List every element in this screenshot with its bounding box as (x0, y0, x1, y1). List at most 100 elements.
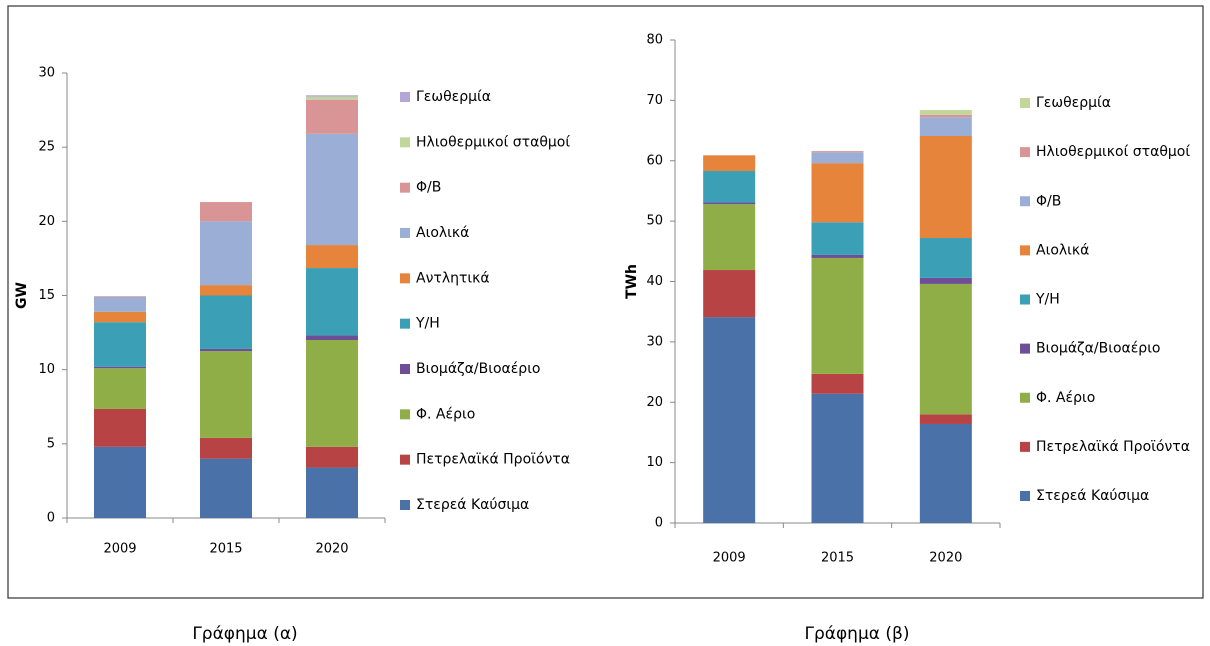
legend-swatch (1020, 294, 1030, 305)
bar-segment (94, 446, 146, 518)
bar-segment (200, 285, 252, 296)
y-tick-label: 50 (646, 214, 663, 229)
legend-swatch (400, 500, 410, 510)
chart-caption: Γράφημα (α) (192, 624, 297, 644)
legend-swatch (1020, 491, 1030, 501)
legend-swatch (400, 318, 410, 329)
legend-label: Φ/Β (416, 180, 441, 196)
x-tick-label: 2020 (929, 551, 962, 566)
bar-segment (919, 110, 972, 115)
bar-segment (200, 458, 252, 518)
bar-segment (811, 151, 864, 153)
bar-segment (306, 467, 358, 518)
y-tick-label: 40 (646, 274, 663, 289)
y-axis-label: TWh (624, 264, 640, 299)
legend-swatch (400, 409, 410, 420)
bar-segment (306, 335, 358, 340)
y-tick-label: 30 (38, 66, 55, 81)
y-tick-label: 5 (47, 436, 55, 451)
bar-segment (703, 155, 756, 172)
legend-label: Αιολικά (416, 225, 469, 241)
bar-segment (306, 96, 358, 100)
bar-segment (306, 133, 358, 246)
bar-segment (919, 423, 972, 523)
y-tick-label: 10 (646, 455, 663, 470)
legend-swatch (400, 92, 410, 102)
legend-label: Στερεά Καύσιμα (416, 497, 529, 513)
legend-swatch (1020, 392, 1030, 403)
y-tick-label: 20 (38, 214, 55, 229)
legend-label: Στερεά Καύσιμα (1036, 488, 1149, 504)
bar-segment (306, 99, 358, 134)
bar-segment (200, 202, 252, 222)
bar-segment (94, 296, 146, 312)
legend-label: Υ/Η (415, 316, 440, 332)
bar-segment (200, 295, 252, 349)
bar-segment (703, 204, 756, 271)
bar-segment (811, 163, 864, 223)
bar-segment (94, 322, 146, 367)
bar-segment (200, 221, 252, 286)
bar-segment (703, 202, 756, 205)
bar-segment (306, 268, 358, 336)
legend-label: Φ/Β (1036, 193, 1061, 209)
legend-swatch (1020, 245, 1030, 256)
legend-swatch (400, 182, 410, 193)
legend-label: Αιολικά (1036, 242, 1089, 258)
bar-segment (94, 366, 146, 369)
bar-segment (811, 257, 864, 374)
legend-label: Πετρελαϊκά Προϊόντα (1036, 439, 1190, 455)
bar-segment (811, 222, 864, 255)
bar-segment (919, 283, 972, 415)
frame (7, 5, 1204, 599)
legend-swatch (400, 228, 410, 238)
y-tick-label: 0 (47, 511, 55, 526)
legend-label: Ηλιοθερμικοί σταθμοί (416, 134, 570, 150)
bar-segment (919, 114, 972, 118)
x-tick-label: 2015 (209, 542, 242, 557)
bar-segment (919, 414, 972, 424)
bar-segment (919, 238, 972, 278)
y-tick-label: 0 (655, 516, 663, 531)
bar-segment (811, 373, 864, 394)
legend-swatch (1020, 196, 1030, 207)
y-tick-label: 70 (646, 93, 663, 108)
bar-segment (919, 117, 972, 136)
legend-label: Αντλητικά (416, 270, 490, 286)
bar-segment (306, 95, 358, 97)
legend-swatch (400, 454, 410, 465)
legend-label: Φ. Αέριο (416, 406, 475, 422)
chart-caption: Γράφημα (β) (805, 624, 910, 644)
legend-label: Βιομάζα/Βιοαέριο (416, 361, 541, 377)
legend-label: Υ/Η (1035, 292, 1060, 308)
bar-segment (811, 152, 864, 164)
legend-label: Βιομάζα/Βιοαέριο (1036, 341, 1161, 357)
y-tick-label: 30 (646, 334, 663, 349)
x-tick-label: 2009 (713, 551, 746, 566)
bar-segment (306, 446, 358, 468)
legend-swatch (400, 364, 410, 374)
legend-swatch (1020, 147, 1030, 158)
bar-segment (919, 277, 972, 284)
y-tick-label: 10 (38, 362, 55, 377)
legend-swatch (400, 137, 410, 148)
x-tick-label: 2015 (821, 551, 854, 566)
y-tick-label: 25 (38, 140, 55, 155)
legend-label: Γεωθερμία (416, 89, 491, 105)
bar-segment (94, 311, 146, 323)
legend-label: Ηλιοθερμικοί σταθμοί (1036, 144, 1190, 160)
x-tick-label: 2009 (103, 542, 136, 557)
bar-segment (200, 437, 252, 459)
bar-segment (703, 270, 756, 318)
legend-swatch (1020, 441, 1030, 452)
bar-segment (919, 135, 972, 239)
bar-segment (94, 368, 146, 409)
y-tick-label: 20 (646, 395, 663, 410)
legend-swatch (1020, 343, 1030, 354)
x-tick-label: 2020 (315, 542, 348, 557)
bar-segment (703, 171, 756, 203)
legend-label: Πετρελαϊκά Προϊόντα (416, 452, 570, 468)
y-tick-label: 80 (646, 33, 663, 48)
bar-segment (306, 340, 358, 447)
